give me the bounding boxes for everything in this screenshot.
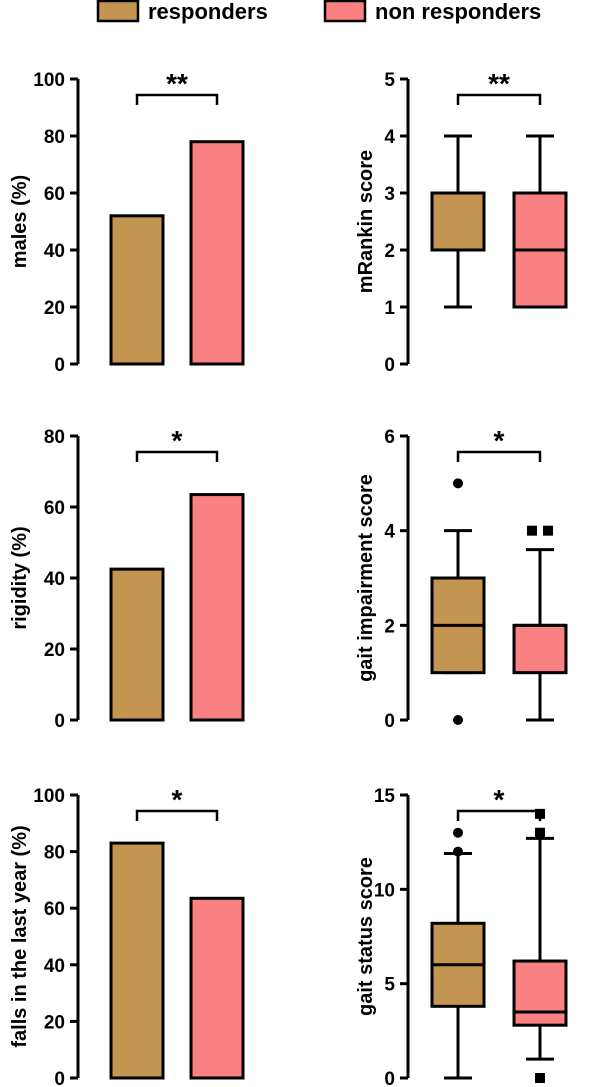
y-tick-label: 4 (384, 127, 395, 148)
box-non-responders (512, 808, 568, 1083)
y-tick-label: 4 (384, 522, 395, 543)
y-tick-label: 3 (384, 184, 395, 205)
legend-swatch-responders (96, 0, 140, 23)
legend: responders non responders (96, 0, 541, 24)
y-tick-label: 15 (374, 786, 396, 807)
panel-3: 0 20 40 60 80 rigidity (%) * (9, 425, 245, 732)
y-axis-label: gait status score (355, 857, 377, 1016)
y-tick-label: 40 (44, 241, 65, 262)
outlier-point (527, 525, 537, 536)
y-axis-label: rigidity (%) (9, 526, 31, 629)
y-tick-label: 60 (44, 899, 65, 920)
box-non-responders (512, 525, 568, 722)
y-tick-label: 100 (33, 786, 65, 807)
y-tick-label: 2 (384, 616, 395, 637)
outlier-point (543, 525, 553, 536)
panel-2: 0 1 2 3 4 5 mRankin score ** (355, 68, 568, 376)
panel-1: 0 20 40 60 80 100 males (%) ** (9, 68, 245, 376)
outlier-point (453, 827, 463, 838)
box-responders (430, 478, 486, 725)
bar-responders (109, 214, 165, 366)
significance-bracket (456, 809, 542, 821)
y-tick-label: 20 (44, 1012, 65, 1033)
y-tick-label: 0 (384, 1069, 395, 1087)
legend-label-responders: responders (148, 0, 268, 24)
significance-bracket (456, 93, 542, 105)
y-tick-label: 0 (384, 355, 395, 376)
significance-label: ** (166, 68, 188, 99)
y-axis-label: gait impairment score (355, 474, 377, 682)
significance-label: ** (488, 68, 510, 99)
bar-responders (109, 567, 165, 722)
outlier-point (535, 1073, 545, 1083)
outlier-point (453, 478, 463, 489)
y-tick-label: 80 (44, 427, 65, 448)
y-tick-label: 80 (44, 843, 65, 864)
significance-bracket (135, 450, 219, 462)
y-axis-label: mRankin score (355, 150, 377, 293)
significance-bracket (135, 93, 219, 105)
y-axis-label: males (%) (9, 175, 31, 268)
outlier-point (453, 715, 463, 725)
box-iqr (512, 959, 568, 1027)
significance-label: * (494, 425, 505, 456)
y-tick-label: 80 (44, 127, 65, 148)
box-responders (430, 827, 486, 1080)
y-tick-label: 2 (384, 241, 395, 262)
panel-6: 0 5 10 15 gait status score * (355, 784, 568, 1087)
bar-responders (109, 841, 165, 1080)
legend-label-non-responders: non responders (375, 0, 541, 24)
y-tick-label: 40 (44, 956, 65, 977)
y-tick-label: 100 (33, 70, 65, 91)
y-axis-label: falls in the last year (%) (9, 825, 31, 1047)
y-tick-label: 0 (54, 355, 65, 376)
legend-item-responders: responders (96, 0, 268, 24)
significance-bracket (135, 809, 219, 821)
box-iqr (430, 191, 486, 252)
outlier-point (535, 827, 545, 838)
box-non-responders (512, 134, 568, 309)
y-tick-label: 60 (44, 498, 65, 519)
panel-4: 0 2 4 6 gait impairment score * (355, 425, 568, 732)
y-tick-label: 0 (54, 711, 65, 732)
significance-bracket (456, 450, 542, 462)
box-iqr (512, 623, 568, 675)
significance-label: * (494, 784, 505, 815)
y-tick-label: 1 (384, 298, 395, 319)
bar-non-responders (189, 140, 245, 366)
significance-label: * (172, 784, 183, 815)
outlier-point (453, 846, 463, 857)
legend-item-non-responders: non responders (323, 0, 541, 24)
bar-non-responders (189, 493, 245, 722)
y-tick-label: 20 (44, 640, 65, 661)
significance-label: * (172, 425, 183, 456)
y-tick-label: 6 (384, 427, 395, 448)
y-tick-label: 0 (54, 1069, 65, 1087)
y-tick-label: 5 (384, 975, 395, 996)
y-tick-label: 10 (374, 880, 395, 901)
box-responders (430, 134, 486, 309)
y-tick-label: 20 (44, 298, 65, 319)
y-tick-label: 60 (44, 184, 65, 205)
y-tick-label: 5 (384, 70, 395, 91)
bar-non-responders (189, 896, 245, 1080)
y-tick-label: 0 (384, 711, 395, 732)
legend-swatch-non-responders (323, 0, 367, 23)
y-tick-label: 40 (44, 569, 65, 590)
